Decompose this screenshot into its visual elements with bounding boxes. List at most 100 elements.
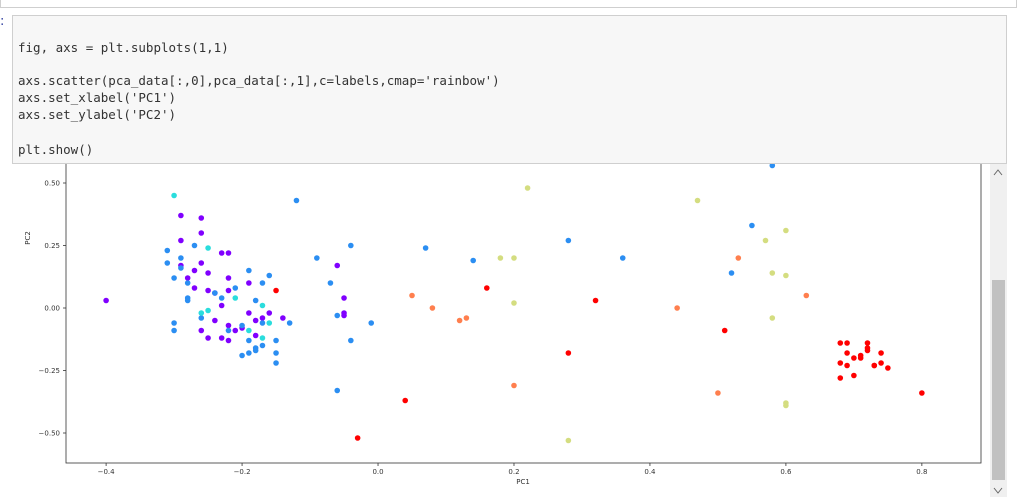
point bbox=[674, 305, 680, 311]
point bbox=[259, 320, 266, 326]
point bbox=[191, 242, 198, 249]
point bbox=[198, 327, 205, 334]
point bbox=[198, 315, 205, 321]
point bbox=[171, 192, 177, 199]
point bbox=[191, 267, 198, 274]
y-tick-label: 0.50 bbox=[44, 180, 60, 188]
point bbox=[191, 285, 198, 291]
x-tick-label: 0.8 bbox=[916, 468, 927, 476]
point bbox=[715, 390, 721, 396]
point bbox=[783, 402, 789, 409]
point bbox=[225, 275, 232, 281]
point bbox=[409, 292, 415, 299]
code-line: plt.show() bbox=[18, 142, 94, 157]
point bbox=[266, 320, 273, 326]
point bbox=[259, 315, 266, 321]
y-tick-label: −0.25 bbox=[39, 367, 60, 375]
point bbox=[422, 245, 429, 251]
point bbox=[314, 255, 320, 261]
point bbox=[252, 347, 259, 354]
code-line: fig, axs = plt.subplots(1,1) bbox=[18, 40, 229, 55]
point bbox=[837, 360, 844, 366]
point bbox=[368, 320, 375, 326]
point bbox=[565, 437, 572, 444]
point bbox=[252, 317, 259, 324]
point bbox=[721, 327, 728, 334]
point bbox=[837, 375, 844, 381]
point bbox=[273, 287, 279, 294]
prompt: : bbox=[0, 14, 5, 29]
point bbox=[259, 335, 266, 341]
x-tick-label: 0.6 bbox=[780, 468, 792, 476]
point bbox=[919, 390, 925, 396]
point bbox=[225, 322, 232, 329]
point bbox=[273, 350, 279, 356]
point bbox=[239, 322, 245, 329]
point bbox=[171, 327, 177, 334]
point bbox=[864, 347, 871, 354]
point bbox=[619, 255, 626, 261]
y-axis-label: PC2 bbox=[24, 231, 32, 245]
point bbox=[212, 290, 218, 296]
point bbox=[334, 262, 341, 269]
point bbox=[735, 255, 742, 261]
point bbox=[762, 237, 769, 244]
point bbox=[273, 337, 279, 344]
point bbox=[225, 250, 232, 256]
point bbox=[844, 350, 850, 356]
point bbox=[198, 215, 205, 221]
point bbox=[259, 342, 266, 349]
point bbox=[212, 317, 218, 324]
point bbox=[511, 255, 517, 261]
x-tick-label: 0.4 bbox=[644, 468, 656, 476]
y-tick-label: 0.25 bbox=[44, 242, 60, 250]
point bbox=[783, 227, 789, 234]
point bbox=[225, 327, 232, 334]
point bbox=[273, 360, 279, 366]
code-cell[interactable]: fig, axs = plt.subplots(1,1) axs.scatter… bbox=[12, 15, 1007, 164]
point bbox=[837, 340, 844, 346]
point bbox=[511, 382, 517, 389]
previous-cell bbox=[0, 0, 1017, 8]
point bbox=[259, 302, 266, 309]
point bbox=[348, 337, 354, 344]
point bbox=[205, 270, 211, 276]
point bbox=[171, 275, 177, 281]
point bbox=[857, 352, 864, 359]
y-tick-label: 0.00 bbox=[44, 305, 60, 313]
point bbox=[246, 337, 252, 344]
point bbox=[225, 337, 232, 344]
point bbox=[246, 350, 252, 356]
point bbox=[844, 340, 850, 346]
x-tick-label: −0.2 bbox=[234, 468, 251, 476]
point bbox=[885, 365, 891, 371]
point bbox=[266, 272, 273, 279]
point bbox=[246, 310, 252, 316]
point bbox=[293, 197, 300, 204]
point bbox=[232, 285, 239, 291]
point bbox=[266, 310, 273, 316]
point bbox=[178, 255, 184, 261]
point bbox=[769, 270, 776, 276]
point bbox=[246, 280, 252, 286]
point bbox=[164, 260, 171, 266]
point bbox=[178, 265, 184, 271]
code-line: axs.set_ylabel('PC2') bbox=[18, 107, 177, 122]
point bbox=[280, 315, 286, 321]
point bbox=[565, 350, 572, 356]
scroll-thumb[interactable] bbox=[992, 280, 1005, 480]
x-tick-label: 0.0 bbox=[372, 468, 383, 476]
point bbox=[225, 287, 232, 294]
point bbox=[184, 280, 191, 286]
point bbox=[232, 295, 239, 301]
point bbox=[749, 222, 755, 229]
point bbox=[851, 355, 857, 361]
point bbox=[871, 362, 878, 369]
point bbox=[286, 320, 293, 326]
axes-frame bbox=[65, 157, 982, 464]
point bbox=[348, 242, 354, 249]
scroll-up[interactable] bbox=[993, 169, 1003, 176]
scroll-down[interactable] bbox=[993, 487, 1003, 494]
